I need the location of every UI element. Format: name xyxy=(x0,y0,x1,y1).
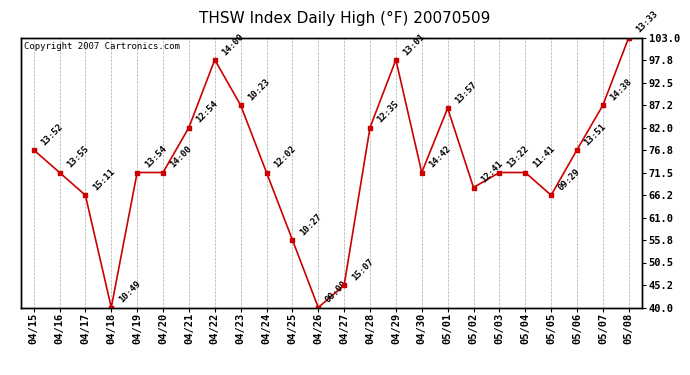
Text: 13:01: 13:01 xyxy=(402,32,427,57)
Text: 13:51: 13:51 xyxy=(582,122,608,147)
Text: 13:33: 13:33 xyxy=(634,9,660,35)
Point xyxy=(209,57,220,63)
Text: 09:29: 09:29 xyxy=(557,167,582,192)
Point xyxy=(28,147,39,153)
Point xyxy=(494,170,505,176)
Text: 11:41: 11:41 xyxy=(531,144,556,170)
Text: 10:27: 10:27 xyxy=(298,211,324,237)
Point xyxy=(546,192,557,198)
Text: 00:00: 00:00 xyxy=(324,279,349,305)
Text: 13:22: 13:22 xyxy=(505,144,531,170)
Point xyxy=(235,102,246,108)
Text: THSW Index Daily High (°F) 20070509: THSW Index Daily High (°F) 20070509 xyxy=(199,11,491,26)
Point xyxy=(623,34,634,40)
Text: 15:07: 15:07 xyxy=(350,257,375,282)
Text: 14:00: 14:00 xyxy=(220,32,246,57)
Point xyxy=(339,282,350,288)
Text: 10:49: 10:49 xyxy=(117,279,142,305)
Text: 12:02: 12:02 xyxy=(272,144,297,170)
Text: 13:55: 13:55 xyxy=(65,144,90,170)
Text: 14:38: 14:38 xyxy=(609,77,634,102)
Text: 14:42: 14:42 xyxy=(427,144,453,170)
Point xyxy=(184,124,195,130)
Point xyxy=(571,147,582,153)
Text: 12:54: 12:54 xyxy=(195,99,220,125)
Point xyxy=(287,237,298,243)
Point xyxy=(364,124,375,130)
Text: 12:35: 12:35 xyxy=(375,99,401,125)
Point xyxy=(261,170,272,176)
Text: 15:11: 15:11 xyxy=(91,167,117,192)
Text: 12:41: 12:41 xyxy=(479,159,504,185)
Text: 13:57: 13:57 xyxy=(453,80,479,105)
Point xyxy=(598,102,609,108)
Point xyxy=(132,170,143,176)
Text: Copyright 2007 Cartronics.com: Copyright 2007 Cartronics.com xyxy=(23,42,179,51)
Point xyxy=(157,170,168,176)
Point xyxy=(313,304,324,310)
Text: 13:52: 13:52 xyxy=(39,122,65,147)
Point xyxy=(106,304,117,310)
Point xyxy=(54,170,65,176)
Text: 13:54: 13:54 xyxy=(143,144,168,170)
Point xyxy=(416,170,427,176)
Text: 10:23: 10:23 xyxy=(246,77,272,102)
Point xyxy=(520,170,531,176)
Text: 14:00: 14:00 xyxy=(168,144,194,170)
Point xyxy=(391,57,402,63)
Point xyxy=(80,192,91,198)
Point xyxy=(442,105,453,111)
Point xyxy=(468,184,479,190)
